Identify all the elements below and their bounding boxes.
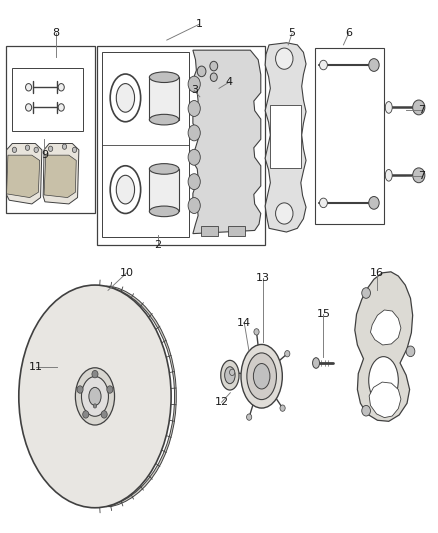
Circle shape [72, 147, 77, 152]
Text: 5: 5 [289, 28, 296, 38]
Polygon shape [193, 50, 261, 233]
Circle shape [406, 346, 415, 357]
Text: 1: 1 [196, 19, 203, 29]
Polygon shape [44, 155, 76, 198]
Circle shape [247, 414, 252, 421]
Ellipse shape [149, 72, 179, 83]
Polygon shape [371, 310, 401, 345]
Circle shape [369, 59, 379, 71]
Circle shape [58, 84, 64, 91]
Circle shape [107, 386, 113, 393]
Circle shape [285, 351, 290, 357]
Circle shape [362, 288, 371, 298]
Text: 16: 16 [370, 268, 384, 278]
Text: 3: 3 [191, 85, 198, 95]
Circle shape [276, 203, 293, 224]
Circle shape [25, 84, 32, 91]
Text: 6: 6 [345, 28, 352, 38]
Ellipse shape [81, 376, 109, 416]
Bar [97, 46, 265, 245]
Ellipse shape [188, 125, 200, 141]
Ellipse shape [110, 166, 141, 214]
Text: 4: 4 [226, 77, 233, 87]
Circle shape [92, 370, 98, 378]
Circle shape [210, 61, 218, 71]
Bar [201, 226, 218, 236]
Ellipse shape [149, 164, 179, 174]
Ellipse shape [320, 60, 327, 70]
Ellipse shape [241, 344, 283, 408]
Ellipse shape [247, 353, 276, 400]
Ellipse shape [369, 357, 398, 405]
Text: 8: 8 [52, 28, 60, 38]
Circle shape [230, 369, 235, 376]
Ellipse shape [221, 360, 239, 390]
Polygon shape [7, 143, 42, 204]
Text: 13: 13 [256, 273, 270, 283]
Circle shape [362, 406, 371, 416]
Text: 15: 15 [316, 309, 330, 319]
Ellipse shape [19, 285, 171, 508]
Circle shape [369, 197, 379, 209]
Circle shape [280, 405, 285, 411]
Ellipse shape [225, 367, 235, 384]
Circle shape [25, 145, 30, 150]
Polygon shape [7, 155, 40, 198]
Bar [149, 169, 179, 212]
Circle shape [25, 104, 32, 111]
Bar [270, 105, 301, 168]
Polygon shape [369, 382, 401, 418]
Text: 11: 11 [29, 362, 43, 372]
Ellipse shape [75, 368, 115, 425]
Ellipse shape [149, 206, 179, 216]
Ellipse shape [188, 198, 200, 214]
Bar [102, 52, 188, 237]
Bar [12, 68, 83, 131]
Bar [6, 46, 95, 214]
Ellipse shape [116, 84, 134, 112]
Ellipse shape [188, 174, 200, 190]
Ellipse shape [188, 101, 200, 116]
Ellipse shape [116, 175, 134, 204]
Circle shape [197, 66, 206, 77]
Ellipse shape [110, 74, 141, 122]
Bar [228, 226, 245, 236]
Ellipse shape [320, 198, 327, 208]
Circle shape [413, 100, 425, 115]
Ellipse shape [253, 364, 270, 389]
Circle shape [101, 411, 107, 418]
Circle shape [83, 411, 89, 418]
Text: 14: 14 [237, 318, 251, 328]
Circle shape [48, 146, 53, 151]
Text: 2: 2 [155, 240, 162, 251]
Circle shape [276, 48, 293, 69]
Ellipse shape [313, 358, 320, 368]
Circle shape [77, 386, 83, 393]
Ellipse shape [385, 169, 392, 181]
Ellipse shape [149, 114, 179, 125]
Ellipse shape [188, 76, 200, 92]
Text: 7: 7 [418, 172, 425, 181]
Circle shape [413, 168, 425, 183]
Ellipse shape [188, 149, 200, 165]
Polygon shape [355, 272, 413, 421]
Circle shape [62, 144, 67, 149]
Circle shape [93, 404, 97, 408]
Bar [149, 77, 179, 119]
Ellipse shape [89, 387, 101, 406]
Bar [315, 48, 384, 224]
Text: 7: 7 [418, 105, 425, 115]
Polygon shape [265, 43, 306, 232]
Ellipse shape [385, 102, 392, 114]
Text: 9: 9 [41, 150, 48, 160]
Circle shape [34, 147, 39, 152]
Circle shape [58, 104, 64, 111]
Polygon shape [106, 286, 176, 507]
Circle shape [12, 147, 17, 152]
Polygon shape [43, 143, 79, 204]
Text: 10: 10 [120, 268, 134, 278]
Circle shape [210, 73, 217, 82]
Circle shape [254, 329, 259, 335]
Text: 12: 12 [215, 397, 229, 407]
